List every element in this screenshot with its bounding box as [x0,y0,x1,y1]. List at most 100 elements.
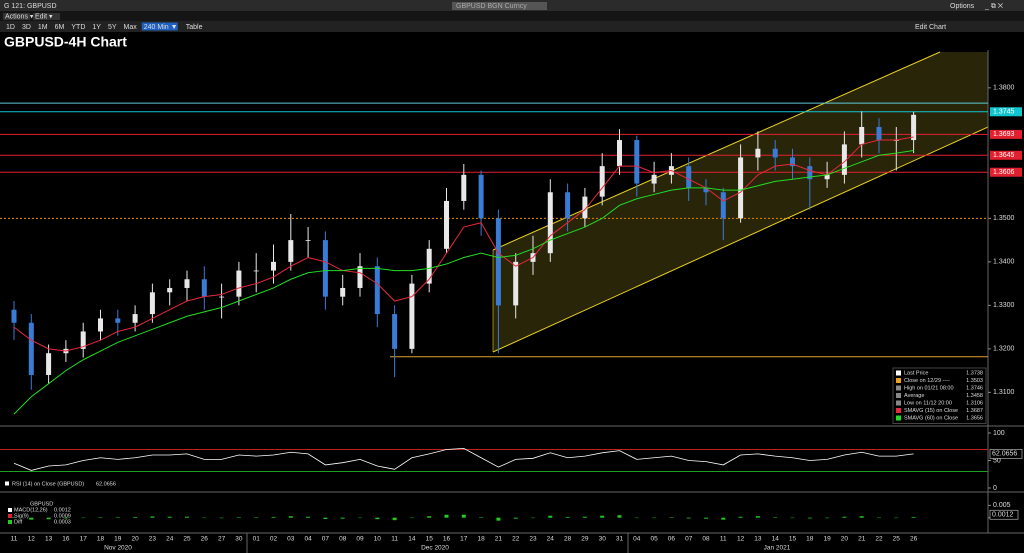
x-tick-label: 08 [702,536,710,543]
x-tick-label: 10 [374,536,382,543]
legend-swatch [896,400,901,406]
candle-body [565,192,571,219]
macd-bar [392,517,397,521]
candle-body [755,148,761,158]
macd-value-box [989,509,1019,520]
candle-body [582,196,588,219]
legend-value: 1.3503 [966,378,983,384]
macd-bar [288,516,293,518]
menu-button[interactable] [33,13,60,20]
x-tick-label: 07 [322,536,330,543]
macd-bar [306,516,311,518]
menu-item[interactable]: Actions ▾ [5,13,34,20]
macd-bar [444,514,449,518]
options[interactable]: Options [950,3,975,10]
x-tick-label: 13 [45,536,53,543]
x-tick-label: 24 [547,536,555,543]
candle-body [253,270,259,272]
menu-item[interactable]: Edit ▾ [35,13,53,20]
x-tick-label: 26 [201,536,209,543]
x-tick-label: 12 [28,536,36,543]
month-label: Dec 2020 [421,545,449,552]
macd-bar [721,517,726,520]
macd-bar [755,516,760,518]
x-tick-label: 19 [823,536,831,543]
legend-swatch [896,385,901,391]
macd-bar [63,517,68,519]
menu-button[interactable] [3,13,30,20]
table-button[interactable]: Table [186,24,203,31]
legend-label: Close on 12/29 ---- [904,378,950,384]
candle-body [841,144,847,175]
macd-legend-value: 0.0003 [54,519,71,525]
macd-bar [29,517,34,520]
toolbar [0,21,1024,32]
candle-body [738,157,744,219]
candle-body [28,322,34,375]
x-tick-label: 12 [737,536,745,543]
legend-label: SMAVG (60) on Close [904,415,958,421]
price-tag [990,107,1022,117]
legend-label: SMAVG (15) on Close [904,408,958,414]
security-box[interactable] [452,2,547,10]
x-tick-label: 28 [564,536,572,543]
interval-button[interactable]: 240 Min ▼ [144,24,178,31]
candle-body [409,283,415,349]
legend-label: High on 01/21 08:00 [904,385,954,391]
x-tick-label: 30 [235,536,243,543]
legend-swatch [896,378,901,383]
macd-bar [842,516,847,518]
x-tick-label: 14 [772,536,780,543]
macd-bar [911,516,916,518]
security[interactable]: GBPUSD BGN Curncy [456,3,527,10]
range-button[interactable]: 3D [22,24,31,31]
range-button[interactable]: YTD [71,24,85,31]
macd-bar [513,517,518,519]
price-tag [990,129,1022,139]
macd-swatch [8,508,12,512]
x-tick-label: 22 [875,536,883,543]
menu-bar [0,11,1024,21]
legend-value: 1.3738 [966,370,983,376]
candle-body [374,266,380,315]
x-tick-label: 02 [270,536,278,543]
x-tick-label: 11 [391,536,398,543]
legend-swatch [896,370,901,376]
x-tick-label: 29 [581,536,589,543]
candle-body [340,287,346,297]
macd-swatch [8,520,12,524]
window-controls[interactable]: _ ⧉ ✕ [984,3,1004,10]
x-tick-label: 23 [529,536,537,543]
candle-body [703,187,709,193]
y-tick-label: 1.3800 [993,85,1015,92]
x-tick-label: 13 [754,536,762,543]
legend-value: 1.3458 [966,393,983,399]
candle-body [426,248,432,284]
macd-bar [617,515,622,518]
macd-legend-value: 0.0012 [54,507,71,513]
x-tick-label: 21 [495,536,503,543]
range-button[interactable]: 1Y [92,24,101,31]
candle-body [132,314,138,323]
x-tick-label: 26 [910,536,918,543]
macd-bar [46,517,51,520]
range-button[interactable]: 1D [6,24,15,31]
range-button[interactable]: 5Y [108,24,117,31]
macd-bar [496,517,501,521]
x-tick-label: 04 [304,536,312,543]
candle-body [444,200,449,249]
legend-swatch [896,415,901,421]
candle-body [686,166,692,188]
candle-body [201,279,207,297]
range-button[interactable]: 1M [38,24,48,31]
macd-bar [167,516,172,518]
candle-body [807,166,813,180]
candle-body [305,240,311,241]
edit-chart[interactable]: Edit Chart [915,24,946,31]
range-button[interactable]: 6M [55,24,65,31]
x-tick-label: 30 [599,536,607,543]
macd-bar [859,516,864,518]
range-button[interactable]: Max [124,24,138,31]
x-tick-label: 20 [131,536,139,543]
